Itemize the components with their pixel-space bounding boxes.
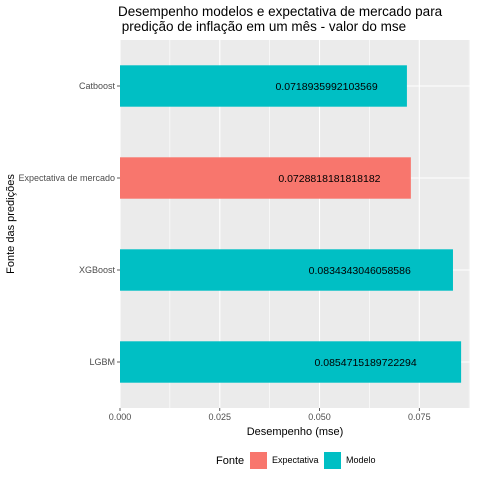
y-axis-title: Fonte das predições	[5, 174, 17, 274]
x-axis-ticks: 0.000 0.025 0.050 0.075	[109, 408, 431, 422]
y-tick-label: Catboost	[79, 81, 116, 91]
x-tick-label: 0.025	[209, 412, 232, 422]
y-tick-label: XGBoost	[79, 265, 116, 275]
legend-label: Expectativa	[272, 455, 319, 465]
bar-value-label: 0.0834343046058586	[309, 265, 411, 277]
bars	[120, 65, 462, 383]
legend-title: Fonte	[216, 455, 244, 467]
bar-catboost	[120, 65, 407, 107]
y-tick-label: Expectativa de mercado	[18, 173, 115, 183]
bar-value-labels: 0.0718935992103569 0.0728818181818182 0.08…	[275, 81, 416, 369]
chart-title-line: predição de inflação em um mês - valor d…	[118, 19, 406, 34]
bar-value-label: 0.0718935992103569	[275, 81, 377, 93]
legend-label: Modelo	[346, 455, 376, 465]
chart-title: Desempenho modelos e expectativa de merc…	[118, 4, 443, 34]
bar-expectativa-de-mercado	[120, 157, 411, 199]
legend: Fonte Expectativa Modelo	[216, 452, 376, 469]
legend-key-expectativa	[250, 452, 267, 469]
y-tick-label: LGBM	[89, 357, 115, 367]
x-tick-label: 0.050	[308, 412, 331, 422]
bar-xgboost	[120, 249, 453, 291]
chart-title-line: Desempenho modelos e expectativa de merc…	[118, 4, 443, 19]
bar-lgbm	[120, 341, 462, 383]
legend-key-modelo	[324, 452, 341, 469]
bar-value-label: 0.0728818181818182	[278, 173, 380, 185]
y-axis-ticks: Catboost Expectativa de mercado XGBoost LGB…	[18, 81, 120, 367]
x-tick-label: 0.075	[408, 412, 431, 422]
bar-value-label: 0.0854715189722294	[314, 357, 416, 369]
x-axis-title: Desempenho (mse)	[247, 426, 344, 438]
x-tick-label: 0.000	[109, 412, 132, 422]
